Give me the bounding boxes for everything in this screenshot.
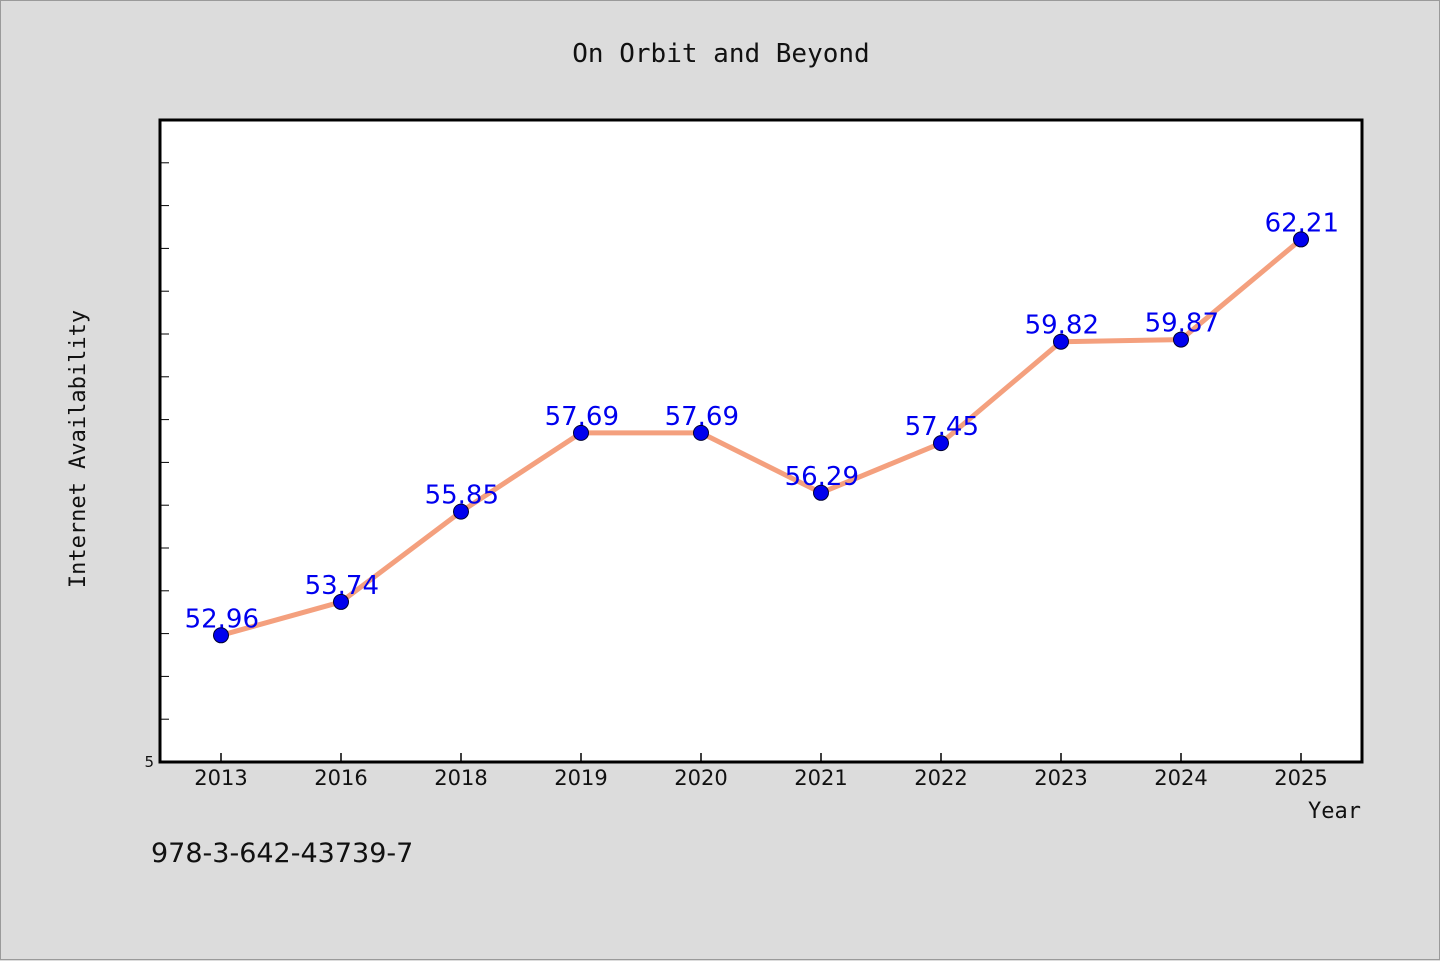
data-labels: 52.96 53.74 55.85 57.69 57.69 56.29 57.45 59.82… — [185, 208, 1339, 634]
x-tick-label: 2024 — [1154, 766, 1207, 790]
data-label: 52.96 — [185, 604, 259, 634]
data-point — [1173, 331, 1189, 348]
data-label: 55.85 — [425, 481, 499, 511]
x-tick-label: 2013 — [194, 766, 247, 790]
data-point — [573, 424, 589, 441]
data-point — [933, 435, 949, 452]
x-tick-label: 2023 — [1034, 766, 1087, 790]
x-tick-label: 2025 — [1274, 766, 1327, 790]
data-point — [1293, 231, 1309, 248]
data-label: 59.82 — [1025, 311, 1099, 341]
x-axis-label: Year — [1308, 799, 1361, 824]
data-point — [453, 503, 469, 520]
y-axis-ticks: 5 — [144, 162, 169, 771]
data-label: 59.87 — [1145, 309, 1219, 339]
data-label: 56.29 — [785, 462, 859, 492]
data-point — [213, 627, 229, 644]
data-label: 57.69 — [665, 402, 739, 432]
footnote-isbn: 978-3-642-43739-7 — [151, 838, 413, 869]
data-point — [813, 484, 829, 501]
data-label: 57.69 — [545, 402, 619, 432]
x-tick-label: 2016 — [314, 766, 367, 790]
data-label: 53.74 — [305, 571, 379, 601]
series-line — [218, 236, 1304, 638]
plot-area — [158, 118, 1364, 764]
y-axis-label: Internet Availability — [66, 310, 91, 588]
x-axis-ticks: 2013 2016 2018 2019 2020 2021 2022 2023 2024 2025 — [194, 753, 1328, 790]
data-point — [333, 593, 349, 610]
chart-title: On Orbit and Beyond — [572, 39, 869, 69]
data-point — [693, 424, 709, 441]
data-label: 57.45 — [905, 412, 979, 442]
data-series — [213, 231, 1309, 644]
y-tick-label: 5 — [144, 753, 154, 771]
x-tick-label: 2018 — [434, 766, 487, 790]
data-label: 62.21 — [1265, 208, 1339, 238]
data-point — [1053, 333, 1069, 350]
x-tick-label: 2019 — [554, 766, 607, 790]
x-tick-label: 2020 — [674, 766, 727, 790]
x-tick-label: 2022 — [914, 766, 967, 790]
x-tick-label: 2021 — [794, 766, 847, 790]
